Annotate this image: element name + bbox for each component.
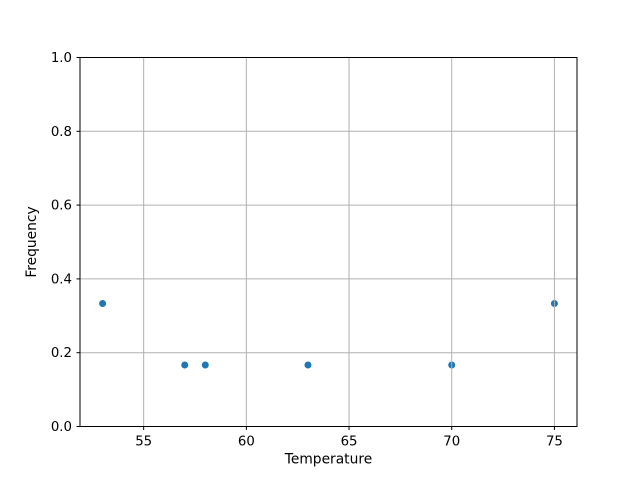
y-tick-label: 0.2 xyxy=(51,346,72,361)
data-points-layer xyxy=(99,300,558,369)
y-tick-label: 0.8 xyxy=(51,125,72,140)
tick-labels-layer: 55 60 65 70 75 0.0 0.2 0.4 0.6 0.8 1.0 xyxy=(51,51,563,450)
data-point xyxy=(99,300,107,308)
x-tick-label: 70 xyxy=(443,435,460,450)
y-tick-label: 0.4 xyxy=(51,272,72,287)
x-tick-label: 75 xyxy=(546,435,563,450)
x-tick-label: 55 xyxy=(135,435,152,450)
y-tick-label: 1.0 xyxy=(51,51,72,66)
ticks-layer xyxy=(76,57,555,430)
data-point xyxy=(304,361,312,369)
data-point xyxy=(181,361,189,369)
gridlines-layer xyxy=(80,57,577,427)
x-tick-label: 65 xyxy=(341,435,358,450)
x-axis-label: Temperature xyxy=(284,452,372,468)
y-tick-label: 0.6 xyxy=(51,199,72,214)
y-tick-label: 0.0 xyxy=(51,420,72,435)
y-axis-label: Frequency xyxy=(24,206,40,277)
axes-border xyxy=(79,57,578,427)
x-tick-label: 60 xyxy=(238,435,255,450)
data-point xyxy=(201,361,209,369)
